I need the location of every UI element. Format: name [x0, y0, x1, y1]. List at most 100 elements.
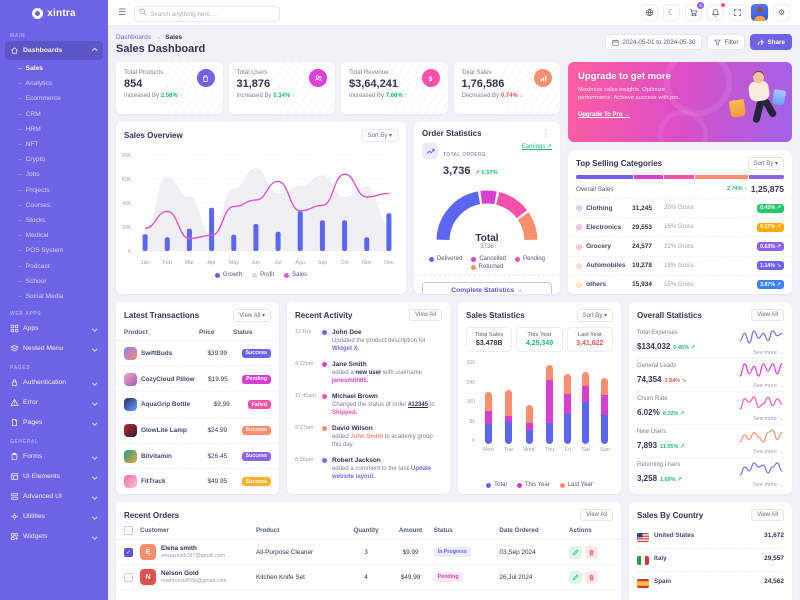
sidebar-item-stocks[interactable]: – Stocks: [18, 217, 46, 225]
sidebar-item-hrm[interactable]: – HRM: [18, 125, 41, 133]
orders-gauge: Total 3736: [425, 183, 549, 252]
category-row-electronics[interactable]: ◎ Electronics 29,553 16% Gross 0.27% ↗: [568, 218, 792, 238]
sidebar-item-error[interactable]: Error: [5, 393, 103, 412]
legend-cancelled[interactable]: Cancelled: [471, 256, 506, 262]
sidebar-item-social-media[interactable]: – Social Media: [18, 293, 64, 301]
delete-icon[interactable]: [584, 545, 598, 559]
sort-by-button[interactable]: Sort By ▾: [747, 157, 784, 170]
settings-gear-icon[interactable]: ⚙: [773, 4, 790, 21]
sidebar-item-courses[interactable]: – Courses: [18, 201, 51, 209]
sidebar-item-jobs[interactable]: – Jobs: [18, 171, 40, 179]
sidebar-item-projects[interactable]: – Projects: [18, 186, 50, 194]
layout-icon: [10, 472, 19, 481]
sidebar-item-authentication[interactable]: Authentication: [5, 373, 103, 392]
sidebar-item-nft[interactable]: – NFT: [18, 141, 39, 149]
transaction-row-cozycloud-pillow[interactable]: CozyCloud Pillow $19.95 Pending: [116, 367, 279, 393]
row-checkbox[interactable]: ✓: [124, 547, 133, 557]
activity-item[interactable]: 11:45am Michael Brown Changed the status …: [295, 392, 442, 418]
legend-profit[interactable]: Profit: [252, 272, 274, 278]
legend-pending[interactable]: Pending: [515, 256, 545, 262]
fullscreen-icon[interactable]: [729, 4, 746, 21]
sidebar-item-school[interactable]: – School: [18, 277, 46, 285]
sidebar-item-widgets[interactable]: Widgets: [5, 527, 103, 546]
view-all-button[interactable]: View All: [751, 509, 784, 521]
sidebar-item-analytics[interactable]: – Analytics: [18, 80, 53, 88]
edit-icon[interactable]: [568, 545, 582, 559]
transaction-row-glowlite-lamp[interactable]: GlowLite Lamp $24.99 Success: [116, 418, 279, 444]
sidebar-item-podcast[interactable]: – Podcast: [18, 262, 50, 270]
cart-icon[interactable]: 5: [685, 2, 704, 21]
upgrade-to-pro-link[interactable]: Upgrade To Pro →: [578, 111, 631, 118]
category-row-automobiles[interactable]: ◎ Automobiles 19,278 18% Gross 1.14% ↘: [568, 257, 792, 276]
see-more-link[interactable]: See more →: [753, 415, 784, 422]
sidebar-item-medical[interactable]: – Medical: [18, 232, 49, 240]
sidebar-item-sales[interactable]: – Sales: [18, 65, 43, 72]
sidebar-item-nested-menu[interactable]: Nested Menu: [5, 339, 103, 358]
legend-delivered[interactable]: Delivered: [428, 256, 462, 262]
legend-growth[interactable]: Growth: [214, 272, 242, 278]
activity-item[interactable]: 4:32pm Jane Smith added a new user with u…: [295, 360, 442, 386]
more-options-icon[interactable]: ⋮: [542, 129, 550, 138]
order-row-nelson-gold[interactable]: N Nelson Gold noahrussell556@gmail.com K…: [116, 565, 621, 590]
share-button[interactable]: Share: [750, 34, 792, 50]
distribution-segment: [749, 175, 784, 179]
bell-icon[interactable]: [707, 3, 725, 21]
sidebar-item-advanced-ui[interactable]: Advanced UI: [5, 487, 103, 506]
view-all-button[interactable]: View All: [580, 509, 613, 521]
sort-by-button[interactable]: Sort By ▾: [361, 129, 398, 142]
see-more-link[interactable]: See more →: [753, 481, 784, 488]
transaction-row-aquagrip-bottle[interactable]: AquaGrip Bottle $9.99 Failed: [116, 392, 279, 419]
sidebar-item-apps[interactable]: Apps: [5, 319, 103, 338]
user-avatar[interactable]: [751, 4, 768, 21]
category-row-clothing[interactable]: ◎ Clothing 31,245 25% Gross 0.45% ↗: [568, 199, 792, 219]
edit-icon[interactable]: [568, 570, 582, 584]
transaction-row-bitvitamin[interactable]: Bitvitamin $26.45 Success: [116, 444, 279, 470]
filter-button[interactable]: Filter: [707, 34, 746, 50]
date-range-picker[interactable]: 2024-05-01 to 2024-05-30: [605, 34, 703, 50]
view-all-button[interactable]: View All: [409, 309, 442, 321]
sidebar-item-pos-system[interactable]: – POS System: [18, 247, 64, 255]
activity-item[interactable]: 8:56pm Robert Jackson added a comment to …: [295, 456, 442, 482]
sidebar-item-pages[interactable]: Pages: [5, 413, 103, 432]
see-more-link[interactable]: See more →: [753, 382, 784, 389]
country-row-united-states[interactable]: United States 31,672: [637, 526, 784, 549]
view-all-button[interactable]: View All: [751, 309, 784, 321]
category-row-others[interactable]: ◎ others 15,934 15% Gross 3.87% ↗: [568, 276, 792, 294]
sidebar-item-crypto[interactable]: – Crypto: [18, 156, 46, 164]
country-row-spain[interactable]: Spain 24,562: [637, 572, 784, 594]
row-checkbox[interactable]: [124, 572, 133, 582]
sidebar-item-crm[interactable]: – CRM: [18, 110, 41, 118]
sidebar-item-ui-elements[interactable]: UI Elements: [5, 467, 103, 486]
country-row-italy[interactable]: Italy 29,557: [637, 549, 784, 572]
transaction-row-fittrack[interactable]: FitTrack $49.95 Success: [116, 469, 279, 494]
category-row-grocery[interactable]: ◎ Grocery 24,577 22% Gross 0.63% ↗: [568, 237, 792, 257]
breadcrumb-dashboards[interactable]: Dashboards: [116, 34, 152, 41]
sidebar-item-ecommerce[interactable]: – Ecommerce: [18, 95, 61, 103]
transaction-row-swiftbuds[interactable]: SwiftBuds $39.99 Success: [116, 341, 279, 367]
complete-statistics-button[interactable]: Complete Statistics →: [422, 282, 552, 294]
breadcrumb-sales: Sales: [165, 34, 183, 41]
sidebar-item-utilities[interactable]: Utilities: [5, 507, 103, 526]
select-all-checkbox[interactable]: [124, 526, 133, 535]
activity-item[interactable]: 12 Hrs John Doe Updated the product descr…: [295, 328, 442, 354]
sidebar-item-dashboards[interactable]: Dashboards: [5, 41, 103, 60]
brand-logo[interactable]: xintra: [0, 0, 108, 26]
dark-mode-moon-icon[interactable]: ☾: [663, 4, 680, 21]
activity-item[interactable]: 9:27am David Wilson added John Smith to a…: [295, 424, 442, 450]
legend-returned[interactable]: Returned: [470, 264, 503, 270]
see-more-link[interactable]: See more →: [753, 448, 784, 455]
delete-icon[interactable]: [584, 570, 598, 584]
language-icon[interactable]: [641, 4, 658, 21]
earnings-link[interactable]: Earnings ↗: [521, 144, 552, 150]
legend-last-year[interactable]: Last Year: [559, 482, 593, 488]
legend-sales[interactable]: Sales: [284, 272, 307, 278]
legend-this-year[interactable]: This Year: [516, 482, 550, 488]
search-input[interactable]: [134, 6, 281, 23]
menu-toggle-icon[interactable]: ☰: [118, 7, 127, 17]
sort-by-button[interactable]: Sort By ▾: [576, 309, 613, 322]
order-row-elena-smith[interactable]: ✓ E Elena smith elenasmith387@gmail.com …: [116, 540, 621, 565]
see-more-link[interactable]: See more →: [753, 349, 784, 356]
sidebar-item-forms[interactable]: Forms: [5, 447, 103, 466]
legend-total[interactable]: Total: [486, 482, 507, 488]
view-all-button[interactable]: View All ▾: [233, 309, 271, 322]
